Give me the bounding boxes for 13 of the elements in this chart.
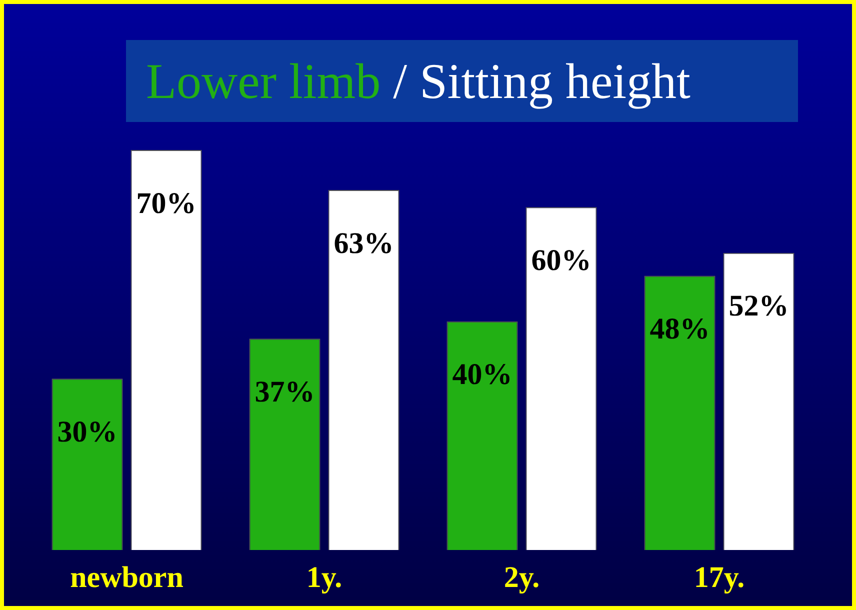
data-label: 52% (728, 290, 789, 323)
data-label: 48% (650, 312, 710, 346)
x-tick-label: 2y. (504, 560, 540, 594)
x-tick-label: 17y. (694, 560, 745, 594)
data-label: 70% (136, 186, 196, 220)
data-label: 30% (57, 415, 118, 448)
data-label: 37% (254, 375, 315, 408)
x-tick-label: newborn (70, 560, 184, 594)
data-label: 40% (452, 358, 512, 392)
data-label: 63% (334, 226, 394, 260)
chart-title: Lower limb / Sitting height (146, 52, 690, 110)
x-tick-label: 1y. (306, 560, 342, 594)
data-label: 60% (531, 244, 592, 277)
